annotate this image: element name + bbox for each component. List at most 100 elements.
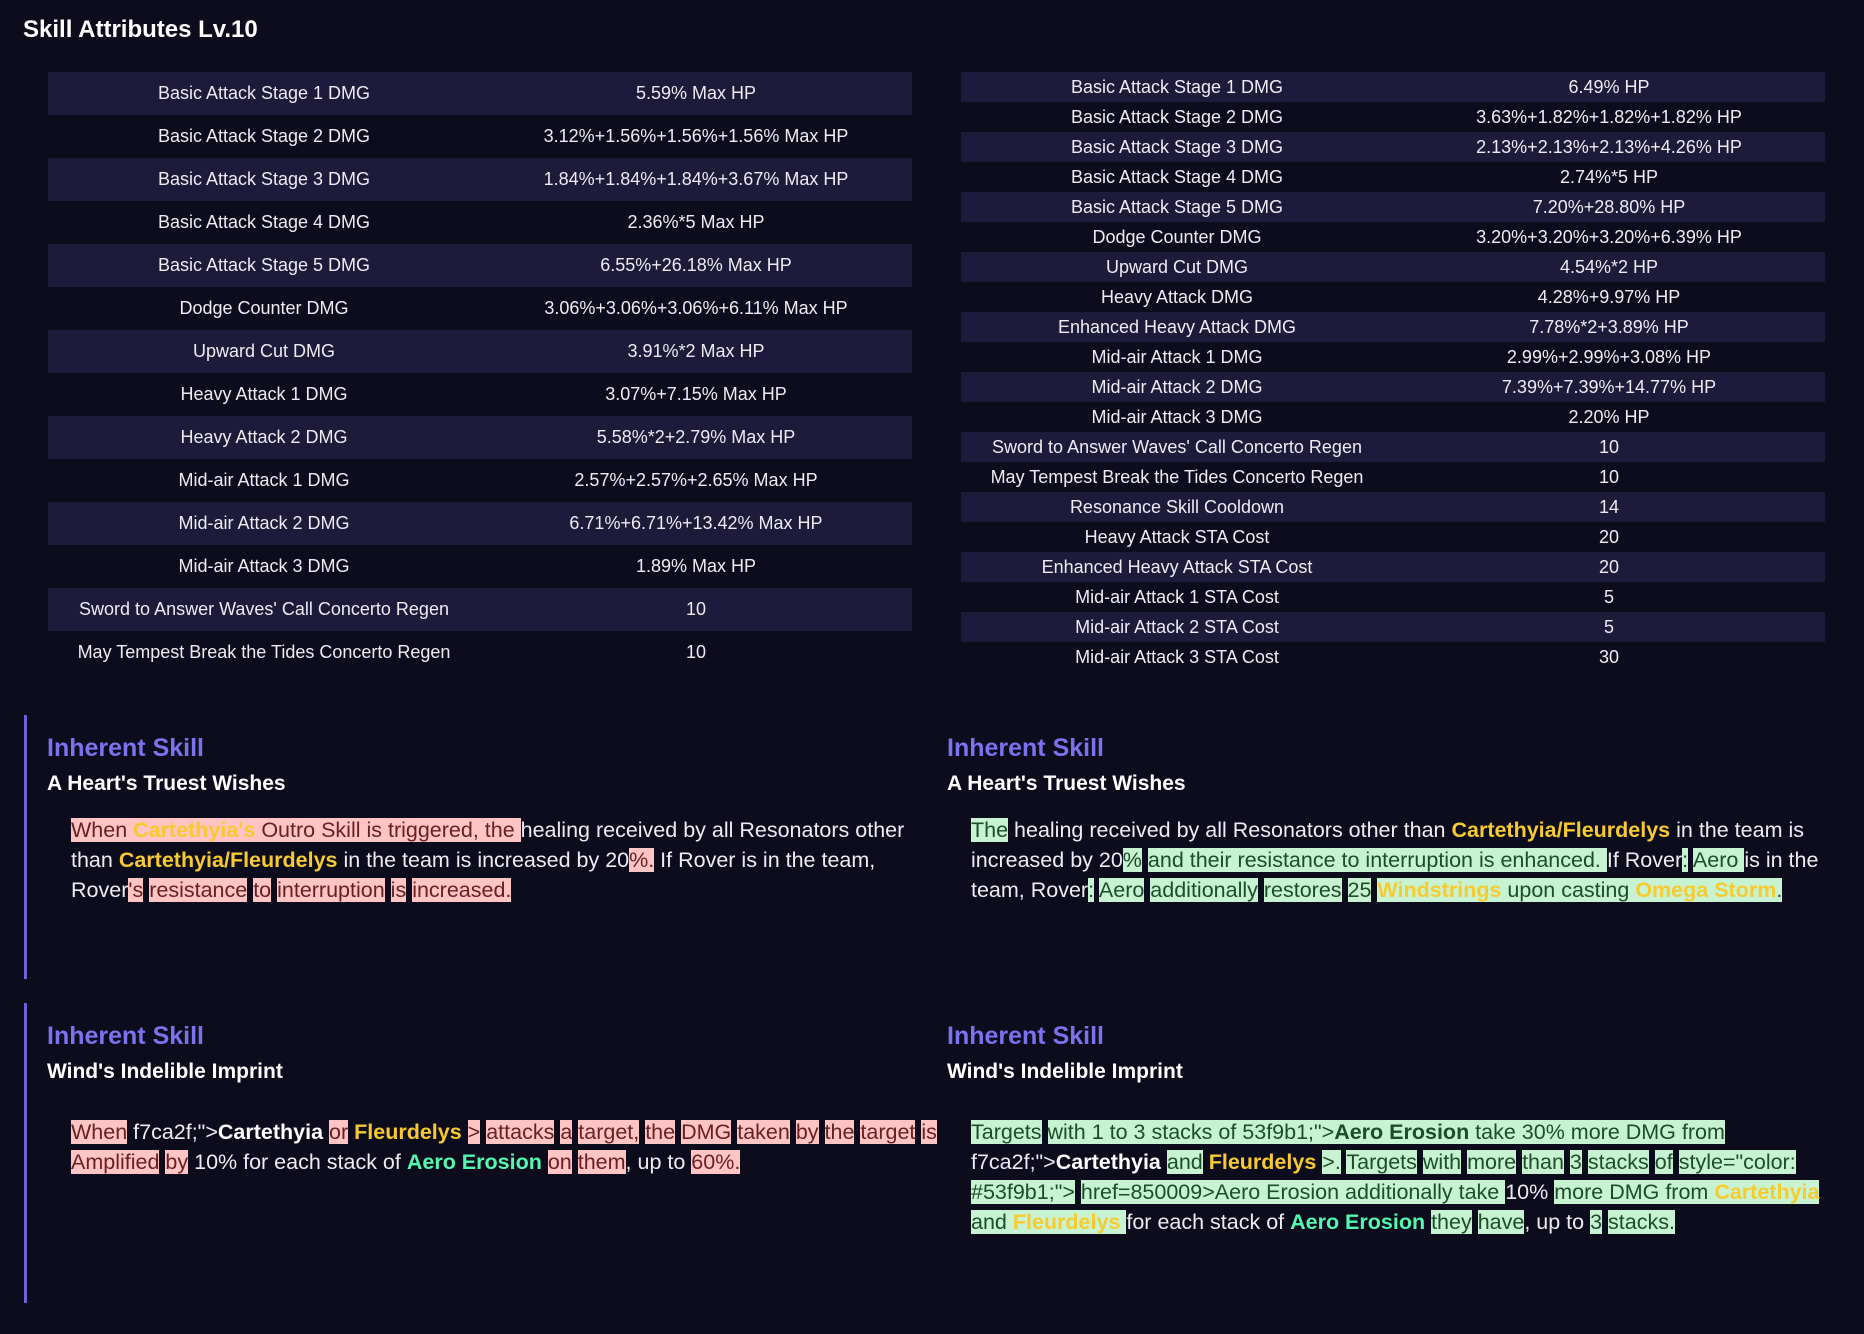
removed-text: is [921, 1120, 937, 1144]
removed-text: > [467, 1120, 481, 1144]
attribute-value: 14 [1393, 492, 1825, 522]
added-text: . [1776, 878, 1783, 902]
attribute-row: Basic Attack Stage 4 DMG 2.74%*5 HP [961, 162, 1825, 192]
description-text: 10% [1505, 1180, 1555, 1204]
attribute-value: 2.13%+2.13%+2.13%+4.26% HP [1393, 132, 1825, 162]
attribute-value: 4.54%*2 HP [1393, 252, 1825, 282]
attribute-row: Mid-air Attack 3 DMG 1.89% Max HP [48, 545, 912, 588]
attribute-row: Basic Attack Stage 1 DMG 5.59% Max HP [48, 72, 912, 115]
removed-text: interruption [277, 878, 385, 902]
attribute-name: Basic Attack Stage 4 DMG [1070, 166, 1284, 187]
attribute-row: Basic Attack Stage 3 DMG 1.84%+1.84%+1.84… [48, 158, 912, 201]
attribute-row: Resonance Skill Cooldown 14 [961, 492, 1825, 522]
added-text: additionally take [1345, 1180, 1506, 1204]
description-text: If Rover [1606, 848, 1683, 872]
description-text: healing received by all Resonators other… [1008, 818, 1452, 842]
added-text: take 30% more DMG from [1469, 1120, 1725, 1144]
attribute-name: Heavy Attack 2 DMG [48, 416, 480, 459]
description-text: Fleurdelys [1208, 1150, 1317, 1174]
attribute-name: Mid-air Attack 1 DMG [178, 470, 350, 490]
removed-text: 's [128, 878, 144, 902]
description-text [790, 1120, 796, 1144]
attribute-row: Sword to Answer Waves' Call Concerto Reg… [961, 432, 1825, 462]
added-text: 53f9b1;"> [1242, 1120, 1335, 1144]
attribute-value: 30 [1598, 646, 1620, 667]
attribute-value: 5.58%*2+2.79% Max HP [480, 416, 912, 459]
removed-text: by [165, 1150, 189, 1174]
added-text: more DMG from [1554, 1180, 1715, 1204]
attribute-name: Upward Cut DMG [961, 252, 1393, 282]
description-text: If Rover is in the team, Rover [71, 848, 876, 902]
attribute-value: 3.91%*2 Max HP [480, 330, 912, 373]
attribute-value: 10 [685, 642, 707, 662]
attribute-name: Mid-air Attack 1 STA Cost [1075, 586, 1279, 607]
attribute-row: Basic Attack Stage 5 DMG 7.20%+28.80% HP [961, 192, 1825, 222]
added-text: : [1682, 848, 1689, 872]
attribute-value: 5 [1603, 586, 1614, 607]
description-text: , up to [625, 1150, 692, 1174]
attribute-value: 20 [1598, 526, 1620, 547]
description-text [1673, 1150, 1679, 1174]
attribute-value: 3.06%+3.06%+3.06%+6.11% Max HP [544, 298, 848, 318]
attribute-value: 10 [1393, 432, 1825, 462]
added-text: >. [1322, 1150, 1341, 1174]
removed-text: 60%. [691, 1150, 741, 1174]
attribute-value: 5 [1393, 612, 1825, 642]
attribute-name: Basic Attack Stage 2 DMG [1070, 106, 1284, 127]
removed-text: target, [578, 1120, 640, 1144]
skill-name: A Heart's Truest Wishes [947, 772, 1186, 795]
attribute-row: Mid-air Attack 1 STA Cost 5 [961, 582, 1825, 612]
description-text [1342, 878, 1348, 902]
attribute-row: Dodge Counter DMG 3.06%+3.06%+3.06%+6.11%… [48, 287, 912, 330]
description-text: Aero Erosion [1290, 1210, 1426, 1234]
attribute-name: Basic Attack Stage 5 DMG [48, 244, 480, 287]
added-text: Erosion [1266, 1180, 1346, 1204]
attribute-value: 4.28%+9.97% HP [1537, 286, 1681, 307]
attribute-row: Enhanced Heavy Attack STA Cost 20 [961, 552, 1825, 582]
removed-text: is [390, 878, 407, 902]
attribute-name: Mid-air Attack 2 STA Cost [961, 612, 1393, 642]
attribute-name: Enhanced Heavy Attack DMG [961, 312, 1393, 342]
attribute-value: 6.55%+26.18% Max HP [480, 244, 912, 287]
added-text: href=850009>Aero [1080, 1180, 1267, 1204]
attribute-value: 2.74%*5 HP [1559, 166, 1659, 187]
attribute-row: Basic Attack Stage 1 DMG 6.49% HP [961, 72, 1825, 102]
attribute-row: Mid-air Attack 2 STA Cost 5 [961, 612, 1825, 642]
attribute-value: 1.84%+1.84%+1.84%+3.67% Max HP [480, 158, 912, 201]
removed-text: or [329, 1120, 349, 1144]
description-text [542, 1150, 548, 1174]
removed-text: the [824, 1120, 855, 1144]
attribute-value: 1.89% Max HP [635, 556, 757, 576]
attribute-name: Heavy Attack 1 DMG [180, 384, 348, 404]
description-text: healing received by all Resonators other… [71, 818, 905, 872]
description-text: Cartethyia/Fleurdelys [1451, 818, 1671, 842]
added-text: with [1422, 1150, 1462, 1174]
attribute-row: Sword to Answer Waves' Call Concerto Reg… [48, 588, 912, 631]
attribute-name: May Tempest Break the Tides Concerto Reg… [990, 466, 1364, 487]
skill-description: Targets with 1 to 3 stacks of 53f9b1;">A… [971, 1117, 1851, 1237]
attribute-name: Mid-air Attack 2 DMG [961, 372, 1393, 402]
added-text: Cartethyia [1714, 1180, 1820, 1204]
attribute-value: 7.78%*2+3.89% HP [1393, 312, 1825, 342]
attribute-value: 2.36%*5 Max HP [627, 212, 765, 232]
skill-type-label: Inherent Skill [47, 734, 204, 762]
skill-name: Wind's Indelible Imprint [947, 1060, 1183, 1083]
removed-text: Cartethyia's [133, 818, 256, 842]
attribute-row: Mid-air Attack 2 DMG 7.39%+7.39%+14.77% H… [961, 372, 1825, 402]
attribute-name: Heavy Attack STA Cost [1084, 526, 1270, 547]
attribute-value: 3.12%+1.56%+1.56%+1.56% Max HP [543, 126, 849, 146]
description-text: f7ca2f;"> [971, 1150, 1056, 1174]
attribute-row: Heavy Attack DMG 4.28%+9.97% HP [961, 282, 1825, 312]
attribute-row: Mid-air Attack 2 DMG 6.71%+6.71%+13.42% M… [48, 502, 912, 545]
attribute-value: 3.07%+7.15% Max HP [605, 384, 787, 404]
removed-text: on [547, 1150, 572, 1174]
attribute-row: Basic Attack Stage 5 DMG 6.55%+26.18% Max… [48, 244, 912, 287]
attribute-name: Sword to Answer Waves' Call Concerto Reg… [961, 432, 1393, 462]
description-text [1649, 1150, 1655, 1174]
added-text: of [1654, 1150, 1673, 1174]
description-text: Aero Erosion [406, 1150, 542, 1174]
attribute-name: Basic Attack Stage 3 DMG [961, 132, 1393, 162]
added-text: 25 [1347, 878, 1372, 902]
attribute-row: May Tempest Break the Tides Concerto Reg… [961, 462, 1825, 492]
added-text: Aero Erosion [1334, 1120, 1470, 1144]
